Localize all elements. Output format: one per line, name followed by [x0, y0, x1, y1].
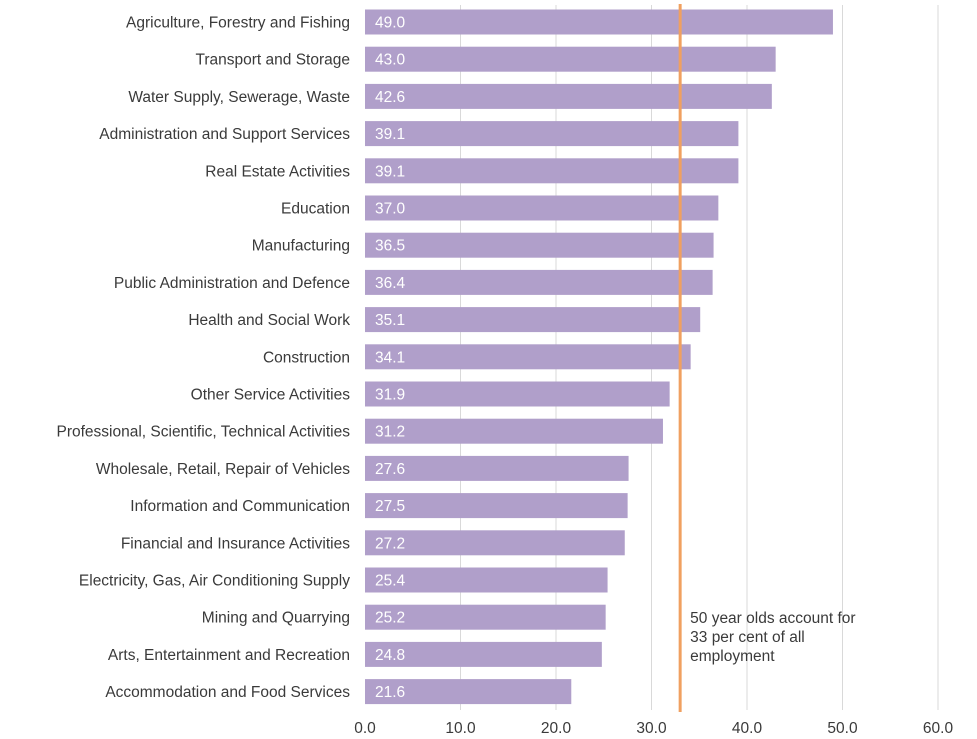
bar — [365, 567, 608, 593]
category-label: Real Estate Activities — [205, 163, 350, 180]
tick-label: 30.0 — [636, 720, 667, 737]
tick-label: 10.0 — [445, 720, 476, 737]
category-label: Administration and Support Services — [99, 126, 350, 143]
category-label: Arts, Entertainment and Recreation — [108, 647, 350, 664]
bar — [365, 530, 625, 556]
data-label: 36.5 — [375, 238, 405, 255]
bar — [365, 344, 691, 370]
tick-label: 60.0 — [923, 720, 954, 737]
data-label: 35.1 — [375, 312, 405, 329]
tick-label: 0.0 — [354, 720, 376, 737]
tick-label: 50.0 — [827, 720, 858, 737]
category-label: Agriculture, Forestry and Fishing — [126, 15, 350, 32]
category-label: Construction — [263, 349, 350, 366]
annotation-line: 50 year olds account for — [690, 610, 855, 627]
bar — [365, 641, 602, 667]
data-label: 34.1 — [375, 349, 405, 366]
category-label: Wholesale, Retail, Repair of Vehicles — [96, 461, 350, 478]
bar — [365, 83, 772, 109]
bar — [365, 121, 739, 147]
category-label: Mining and Quarrying — [202, 610, 350, 627]
category-label: Public Administration and Defence — [114, 275, 350, 292]
data-label: 39.1 — [375, 163, 405, 180]
category-label: Manufacturing — [252, 238, 350, 255]
data-label: 25.2 — [375, 610, 405, 627]
data-label: 31.9 — [375, 387, 405, 404]
data-label: 43.0 — [375, 52, 406, 69]
annotation-line: employment — [690, 648, 775, 665]
bar — [365, 679, 572, 705]
category-label: Transport and Storage — [195, 52, 350, 69]
reference-annotation: 50 year olds account for 33 per cent of a… — [690, 610, 855, 665]
bar — [365, 232, 714, 258]
category-label: Electricity, Gas, Air Conditioning Suppl… — [79, 573, 350, 590]
data-label: 27.2 — [375, 535, 405, 552]
bar — [365, 9, 833, 35]
data-label: 27.6 — [375, 461, 405, 478]
data-label: 36.4 — [375, 275, 406, 292]
category-label: Other Service Activities — [191, 387, 351, 404]
bar — [365, 158, 739, 184]
bar — [365, 269, 713, 295]
bar — [365, 46, 776, 72]
data-label: 31.2 — [375, 424, 405, 441]
bar — [365, 493, 628, 519]
category-label: Health and Social Work — [188, 312, 350, 329]
bar — [365, 418, 663, 444]
bar — [365, 455, 629, 481]
tick-label: 40.0 — [732, 720, 763, 737]
bar — [365, 381, 670, 407]
bars — [365, 9, 833, 705]
data-label: 37.0 — [375, 201, 406, 218]
bar — [365, 195, 719, 221]
data-label: 24.8 — [375, 647, 405, 664]
data-label: 27.5 — [375, 498, 405, 515]
data-label: 21.6 — [375, 684, 405, 701]
data-label: 39.1 — [375, 126, 405, 143]
category-labels: Agriculture, Forestry and Fishing Transpo… — [57, 15, 351, 702]
bar — [365, 604, 606, 630]
data-label: 42.6 — [375, 89, 405, 106]
value-labels: 49.0 43.0 42.6 39.1 39.1 37.0 36.5 36.4 35.1 34.1… — [375, 15, 406, 702]
annotation-line: 33 per cent of all — [690, 629, 805, 646]
category-label: Information and Communication — [130, 498, 350, 515]
category-label: Financial and Insurance Activities — [121, 535, 350, 552]
category-label: Education — [281, 201, 350, 218]
category-label: Water Supply, Sewerage, Waste — [128, 89, 350, 106]
tick-label: 20.0 — [541, 720, 572, 737]
data-label: 49.0 — [375, 15, 406, 32]
bar — [365, 307, 701, 333]
data-label: 25.4 — [375, 573, 406, 590]
category-label: Professional, Scientific, Technical Acti… — [57, 424, 351, 441]
x-axis-ticks: 0.0 10.0 20.0 30.0 40.0 50.0 60.0 — [354, 720, 953, 737]
category-label: Accommodation and Food Services — [105, 684, 350, 701]
